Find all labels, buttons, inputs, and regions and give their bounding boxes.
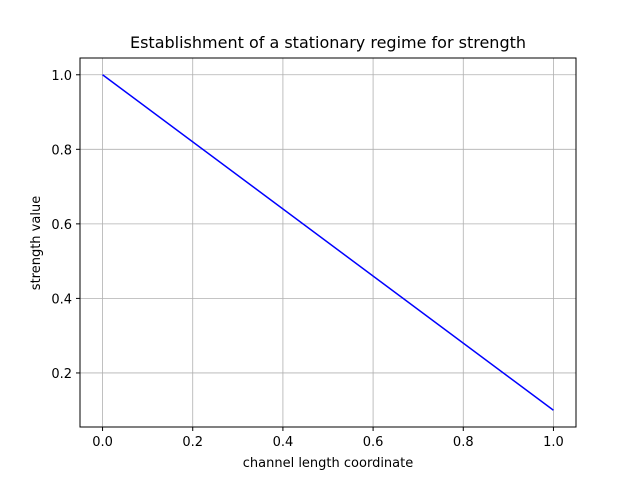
y-axis-label: strength value xyxy=(29,196,44,290)
chart-title: Establishment of a stationary regime for… xyxy=(130,33,526,52)
x-tick-label: 0.4 xyxy=(273,435,294,450)
x-axis-label: channel length coordinate xyxy=(243,456,413,471)
x-axis: 0.0 0.2 0.4 0.6 0.8 1.0 xyxy=(92,427,564,450)
y-tick-label: 0.2 xyxy=(51,367,72,382)
x-tick-label: 0.0 xyxy=(92,435,113,450)
y-axis: 0.2 0.4 0.6 0.8 1.0 xyxy=(51,69,80,382)
y-tick-label: 1.0 xyxy=(51,69,72,84)
x-tick-label: 0.6 xyxy=(363,435,384,450)
series-line xyxy=(102,74,554,411)
x-tick-label: 1.0 xyxy=(543,435,564,450)
y-tick-label: 0.8 xyxy=(51,143,72,158)
plot-area-frame xyxy=(79,57,577,428)
grid-lines xyxy=(80,58,576,427)
y-tick-label: 0.6 xyxy=(51,218,72,233)
x-tick-label: 0.8 xyxy=(453,435,474,450)
x-tick-label: 0.2 xyxy=(182,435,203,450)
series-layer xyxy=(102,74,554,411)
y-tick-label: 0.4 xyxy=(51,292,72,307)
